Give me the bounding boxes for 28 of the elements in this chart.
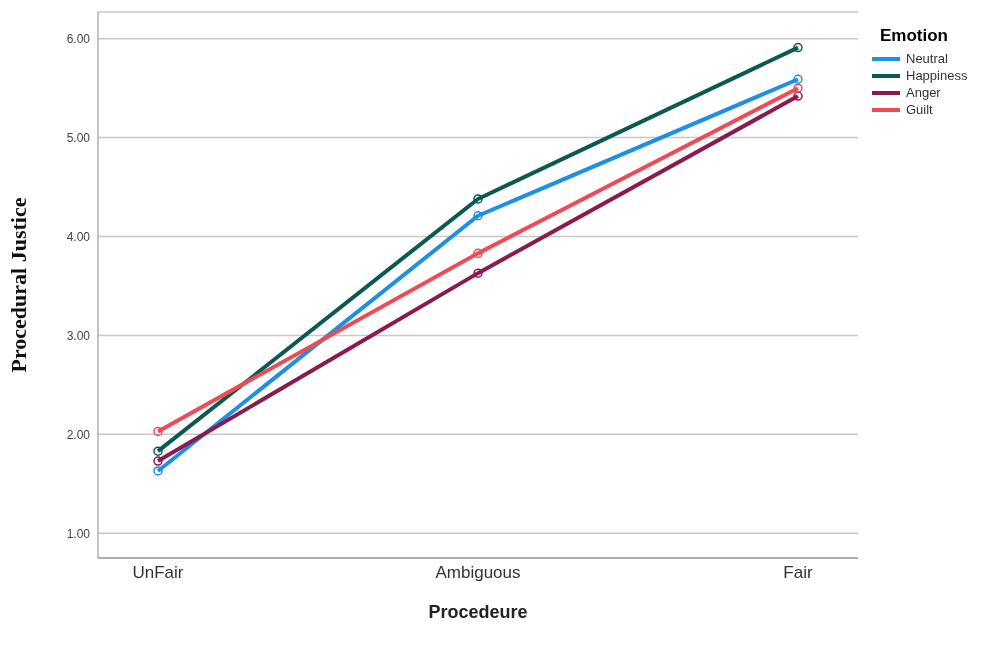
x-tick-label: Fair xyxy=(783,563,813,583)
point xyxy=(473,268,483,278)
point xyxy=(793,91,803,101)
point xyxy=(473,211,483,221)
point xyxy=(153,446,163,456)
point xyxy=(793,42,803,53)
y-tick-label: 1.00 xyxy=(66,526,91,541)
x-tick-label: Ambiguous xyxy=(435,563,521,583)
x-tick-label: UnFair xyxy=(132,563,184,583)
legend-label: Guilt xyxy=(906,102,933,117)
y-tick-label: 2.00 xyxy=(66,427,91,442)
y-tick-label: 4.00 xyxy=(66,229,91,244)
y-tick-label: 5.00 xyxy=(66,130,91,145)
legend-title: Emotion xyxy=(880,26,949,46)
point xyxy=(793,83,803,93)
legend-label: Anger xyxy=(906,85,941,100)
point xyxy=(473,194,483,204)
point xyxy=(473,248,483,259)
point xyxy=(153,426,163,437)
point xyxy=(153,466,163,476)
y-tick-label: 3.00 xyxy=(66,328,91,343)
point xyxy=(793,74,803,85)
y-axis-title: Procedural Justice xyxy=(5,197,31,373)
y-tick-label: 6.00 xyxy=(66,31,91,46)
x-axis-title: Procedeure xyxy=(428,602,528,622)
point xyxy=(153,456,163,466)
legend-label: Neutral xyxy=(906,51,948,66)
legend-label: Happiness xyxy=(906,68,968,83)
